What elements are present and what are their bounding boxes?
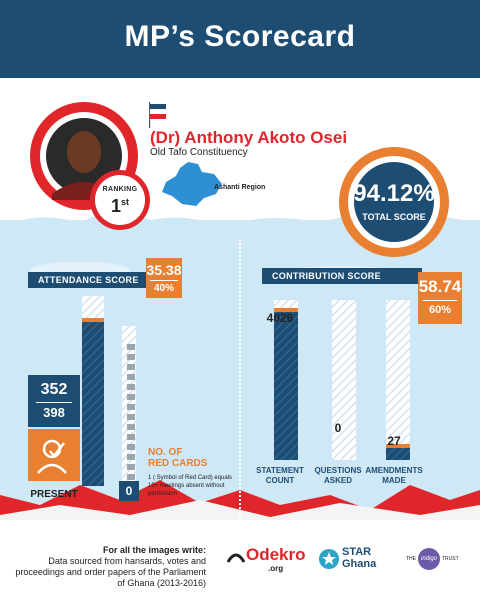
contribution-weight: 60% [423, 300, 457, 316]
odekro-logo-text: Odekro [246, 545, 306, 564]
red-card-dash [127, 344, 135, 350]
red-card-dash [127, 394, 135, 400]
red-card-dash [127, 354, 135, 360]
header-banner [0, 0, 480, 78]
contribution-score-tag: 58.74 60% [418, 272, 462, 324]
footer-source-text: Data sourced from hansards, votes and pr… [15, 556, 206, 588]
present-stats-box: 352 398 [28, 375, 80, 427]
amendments-made-bar-track [386, 300, 410, 460]
statement-count-bar [274, 308, 298, 460]
region-map-icon [162, 162, 222, 206]
contribution-score-label: CONTRIBUTION SCORE [262, 268, 422, 284]
red-card-dash [127, 414, 135, 420]
questions-asked-label: QUESTIONS ASKED [314, 466, 362, 485]
indigo-the-text: THE [406, 556, 416, 562]
present-count: 352 [40, 381, 68, 398]
contribution-score-value: 58.74 [418, 277, 462, 296]
ranking-label: RANKING [102, 186, 138, 193]
flag-icon [149, 102, 166, 128]
amendments-made-label: AMENDMENTS MADE [365, 466, 423, 485]
red-cards-dash-column [127, 344, 135, 480]
star-ghana-logo-icon [319, 549, 339, 569]
odekro-logo-suffix: .org [268, 564, 284, 573]
total-score-value: 94.12% [353, 180, 435, 207]
footer-heading: For all the images write: [102, 545, 206, 555]
attendance-score-tag: 35.38 40% [146, 258, 182, 298]
person-check-icon [37, 439, 67, 474]
red-card-dash [127, 434, 135, 440]
total-score-label: TOTAL SCORE [362, 212, 426, 222]
statement-count-bar-cap [274, 308, 298, 312]
present-icon-box [28, 429, 80, 481]
attendance-score-value: 35.38 [146, 262, 182, 278]
amendments-made-value: 27 [387, 434, 401, 448]
statement-count-label: STATEMENT COUNT [256, 466, 304, 485]
star-logo-text: STAR [342, 546, 372, 558]
indigo-logo-badge: indigo [418, 548, 440, 570]
ghana-logo-text: Ghana [342, 558, 377, 570]
red-card-dash [127, 364, 135, 370]
total-sittings: 398 [43, 405, 65, 420]
statement-count-value: 4026 [266, 311, 294, 325]
red-cards-label: NO. OF RED CARDS [148, 447, 208, 469]
indigo-trust-text: TRUST [442, 556, 459, 562]
questions-asked-bar-track [332, 300, 356, 460]
attendance-score-label: ATTENDANCE SCORE [28, 272, 146, 288]
section-divider [239, 240, 241, 520]
red-card-dash [127, 464, 135, 470]
red-cards-note: 1 ( Symbol of Red Card) equals 15+ meeti… [148, 475, 233, 497]
red-card-dash [127, 374, 135, 380]
total-score-ring [339, 147, 449, 257]
red-card-dash [127, 424, 135, 430]
mp-name: (Dr) Anthony Akoto Osei [150, 128, 348, 147]
red-card-dash [127, 444, 135, 450]
amendments-made-bar-cap [386, 444, 410, 448]
present-label: PRESENT [30, 489, 78, 500]
region-label: Ashanti Region [214, 184, 266, 191]
odekro-logo-icon [226, 553, 246, 563]
ranking-badge [90, 170, 150, 230]
red-card-dash [127, 384, 135, 390]
present-bar-cap [82, 318, 104, 323]
red-cards-count: 0 [119, 481, 139, 501]
red-card-dash [127, 474, 135, 480]
red-card-dash [127, 454, 135, 460]
constituency-label: Old Tafo Constituency [150, 147, 248, 158]
questions-asked-value: 0 [334, 421, 342, 435]
ranking-value: 1st [110, 196, 130, 216]
contribution-bars [274, 300, 410, 460]
page-title: MP’s Scorecard [124, 20, 356, 53]
red-card-dash [127, 404, 135, 410]
present-bar [82, 318, 104, 486]
attendance-weight: 40% [150, 280, 178, 294]
